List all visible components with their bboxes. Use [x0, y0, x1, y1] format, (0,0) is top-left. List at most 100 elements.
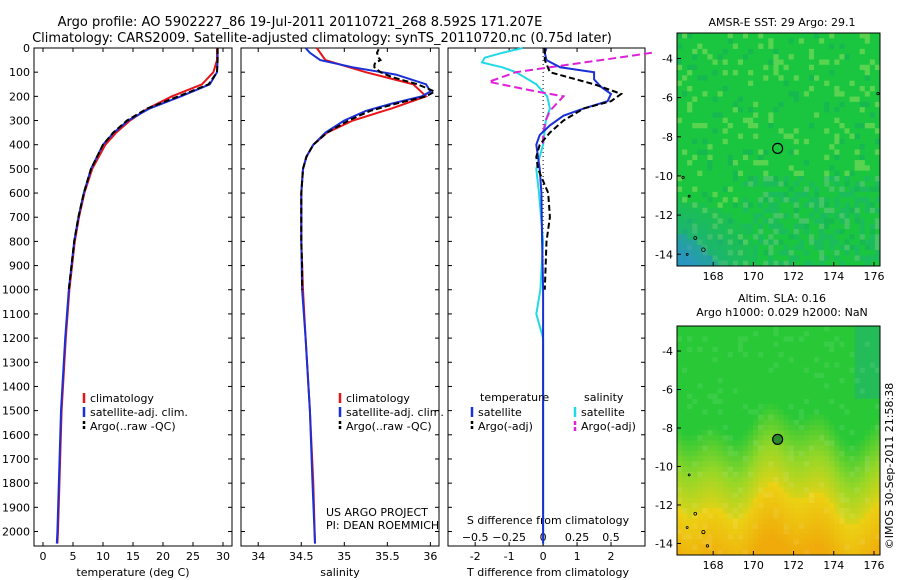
map-cell	[869, 430, 876, 436]
map-cell	[692, 128, 698, 135]
map-cell	[722, 123, 729, 129]
map-cell	[687, 197, 693, 203]
map-cell	[748, 357, 754, 363]
map-cell	[702, 117, 708, 124]
map-cell	[869, 352, 876, 358]
map-cell	[854, 202, 861, 209]
map-cell	[854, 523, 861, 530]
map-cell	[707, 424, 714, 431]
map-cell	[758, 64, 764, 71]
map-cell	[712, 175, 719, 182]
map-cell	[758, 409, 764, 415]
map-cell	[793, 154, 800, 161]
map-cell	[753, 149, 759, 156]
map-cell	[793, 239, 800, 246]
map-cell	[803, 207, 810, 214]
map-cell	[783, 352, 790, 358]
map-cell	[687, 362, 693, 369]
map-cell	[778, 466, 785, 473]
map-cell	[702, 128, 708, 135]
map-cell	[763, 502, 769, 509]
map-cell	[803, 70, 810, 76]
map-cell	[732, 388, 739, 395]
map-cell	[677, 528, 683, 535]
map-cell	[753, 54, 759, 60]
map-cell	[844, 367, 851, 374]
map-cell	[753, 534, 759, 540]
map-cell	[783, 383, 790, 389]
map-cell	[844, 170, 851, 177]
map-cell	[834, 160, 840, 166]
map-cell	[854, 170, 861, 177]
map-cell	[737, 133, 744, 140]
map-cell	[808, 59, 815, 66]
map-cell	[697, 398, 703, 405]
map-cell	[707, 409, 714, 415]
map-cell	[824, 234, 830, 241]
map-cell	[692, 357, 698, 363]
map-cell	[849, 476, 856, 483]
map-cell	[783, 80, 790, 87]
map-cell	[692, 404, 698, 410]
map-cell	[849, 186, 856, 193]
map-cell	[717, 456, 724, 462]
map-cell	[682, 482, 688, 488]
y-tick-label: 400	[9, 139, 30, 152]
map-cell	[869, 404, 876, 410]
map-cell	[854, 197, 861, 203]
map-cell	[763, 497, 769, 504]
map-cell	[819, 207, 825, 214]
map-cell	[793, 383, 800, 389]
map-cell	[798, 393, 805, 400]
map-cell	[697, 91, 703, 98]
map-cell	[773, 96, 779, 103]
map-cell	[692, 160, 698, 166]
map-cell	[788, 419, 795, 426]
map-cell	[819, 144, 825, 150]
diff-t-satellite-line	[535, 47, 613, 544]
map-cell	[773, 430, 779, 436]
map-cell	[682, 404, 688, 410]
map-cell	[793, 450, 800, 457]
map-cell	[768, 213, 774, 219]
map-cell	[788, 528, 795, 535]
map-cell	[829, 539, 835, 546]
map-cell	[758, 75, 764, 82]
map-cell	[783, 260, 790, 267]
map-cell	[682, 450, 688, 457]
map-cell	[702, 191, 708, 198]
map-cell	[687, 409, 693, 415]
map-cell	[819, 112, 825, 119]
map-cell	[748, 534, 754, 540]
map-cell	[808, 497, 815, 504]
map-cell	[692, 33, 698, 39]
map-cell	[748, 64, 754, 71]
map-cell	[702, 487, 708, 494]
map-cell	[783, 419, 790, 426]
map-cell	[844, 341, 851, 348]
map-cell	[778, 341, 785, 348]
map-cell	[874, 160, 881, 166]
map-frame	[676, 32, 881, 267]
map-cell	[788, 64, 795, 71]
map-cell	[712, 144, 719, 150]
map-cell	[758, 367, 764, 374]
map-cell	[803, 138, 810, 145]
map-cell	[748, 445, 754, 452]
map-cell	[864, 398, 871, 405]
map-cell	[819, 440, 825, 447]
map-cell	[844, 54, 851, 60]
map-cell	[742, 197, 749, 203]
map-cell	[768, 117, 774, 124]
map-cell	[798, 523, 805, 530]
map-cell	[839, 487, 845, 494]
map-cell	[697, 149, 703, 156]
map-cell	[682, 398, 688, 405]
map-cell	[768, 346, 774, 353]
map-cell	[768, 250, 774, 256]
map-cell	[737, 160, 744, 166]
map-cell	[829, 502, 835, 509]
map-cell	[687, 476, 693, 483]
map-cell	[798, 326, 805, 332]
map-cell	[834, 138, 840, 145]
